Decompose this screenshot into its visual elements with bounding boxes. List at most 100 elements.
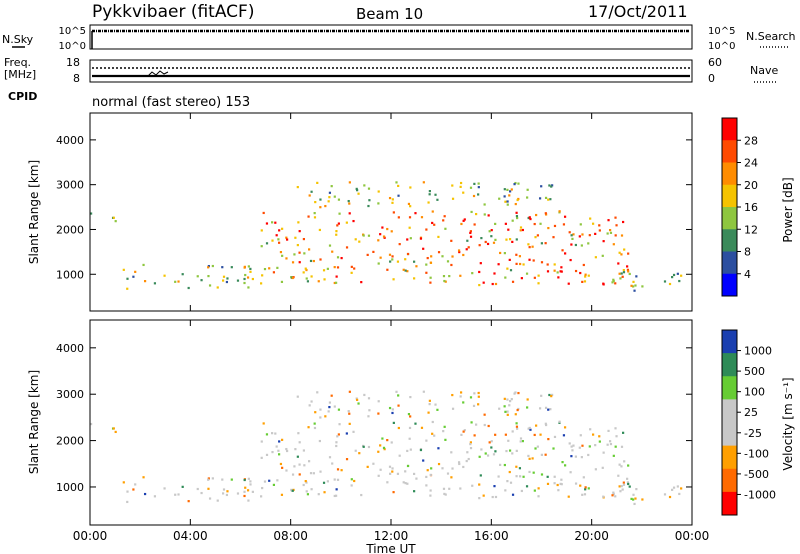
colorbar-swatch [722, 399, 737, 423]
power-echo-cell [268, 267, 271, 270]
velocity-echo-cell [211, 477, 214, 480]
power-echo-cell [546, 263, 549, 266]
velocity-echo-cell [443, 492, 446, 496]
power-echo-cell [271, 239, 274, 242]
velocity-echo-cell [337, 433, 340, 436]
power-echo-cell [582, 263, 585, 267]
velocity-echo-cell [469, 396, 473, 399]
power-echo-cell [588, 234, 591, 237]
power-echo-cell [620, 272, 623, 275]
power-echo-cell [333, 195, 336, 198]
velocity-echo-cell [506, 398, 509, 401]
power-echo-cell [377, 202, 380, 205]
power-echo-cell [528, 258, 531, 261]
power-echo-cell [622, 268, 625, 272]
velocity-echo-cell [532, 471, 535, 474]
velocity-echo-cell [557, 489, 560, 492]
velocity-echo-cell [671, 488, 674, 491]
freq-tick-bottom: 8 [73, 72, 80, 85]
power-echo-cell [507, 228, 510, 231]
power-echo-cell [316, 181, 319, 184]
power-echo-cell [305, 268, 308, 272]
power-echo-cell [515, 211, 518, 214]
velocity-echo-cell [619, 490, 622, 493]
power-echo-cell [196, 275, 199, 278]
velocity-echo-cell [338, 423, 341, 426]
power-echo-cell [327, 200, 330, 203]
power-echo-cell [459, 181, 463, 185]
power-echo-cell [479, 262, 482, 265]
velocity-echo-cell [614, 445, 617, 448]
velocity-echo-cell [522, 475, 525, 478]
power-echo-cell [404, 269, 407, 272]
velocity-echo-cell [302, 449, 305, 452]
velocity-echo-cell [420, 426, 424, 429]
velocity-echo-cell [469, 442, 472, 446]
velocity-echo-cell [506, 413, 509, 416]
colorbar-swatch [722, 330, 737, 354]
radar-title: Pykkvibaer (fitACF) [92, 2, 254, 22]
velocity-echo-cell [397, 394, 400, 397]
velocity-echo-cell [473, 434, 476, 437]
colorbar-swatch [722, 376, 737, 400]
power-echo-cell [510, 188, 513, 191]
power-echo-cell [620, 234, 624, 237]
power-echo-cell [451, 197, 455, 200]
velocity-echo-cell [389, 472, 392, 475]
power-echo-cell [506, 200, 509, 203]
velocity-echo-cell [285, 447, 288, 451]
velocity-echo-cell [355, 397, 358, 400]
velocity-echo-cell [635, 488, 638, 491]
power-echo-cell [386, 268, 389, 271]
power-echo-cell [319, 258, 322, 261]
power-echo-cell [383, 236, 386, 239]
velocity-echo-cell [348, 422, 351, 425]
power-echo-cell [422, 181, 425, 184]
velocity-echo-cell [451, 467, 454, 470]
power-echo-cell [350, 271, 353, 274]
velocity-echo-cell [509, 481, 513, 484]
velocity-echo-cell [163, 487, 166, 490]
velocity-echo-cell [466, 451, 469, 454]
colorbar-swatch [722, 140, 737, 163]
power-echo-cell [388, 196, 392, 200]
power-echo-cell [372, 250, 375, 253]
velocity-echo-cell [560, 483, 563, 486]
velocity-echo-cell [508, 470, 511, 474]
power-echo-cell [265, 242, 269, 245]
velocity-echo-cell [126, 500, 129, 504]
velocity-echo-cell [520, 489, 523, 493]
velocity-echo-cell [340, 469, 343, 472]
velocity-echo-cell [630, 497, 633, 500]
power-echo-cell [427, 201, 430, 204]
velocity-echo-cell [508, 449, 512, 452]
velocity-echo-cell [419, 448, 423, 452]
velocity-echo-cell [601, 466, 604, 469]
power-echo-cell [614, 216, 617, 219]
power-echo-cell [348, 212, 351, 215]
power-echo-cell [591, 222, 595, 225]
velocity-echo-cell [676, 485, 679, 488]
power-echo-cell [353, 267, 356, 270]
power-echo-cell [450, 263, 453, 267]
freq-label-line2: [MHz] [4, 68, 36, 81]
power-echo-cell [413, 277, 416, 280]
power-echo-cell [491, 282, 494, 286]
velocity-echo-cell [547, 438, 550, 441]
power-echo-cell [291, 261, 295, 264]
velocity-echo-cell [488, 441, 491, 444]
power-echo-cell [355, 187, 358, 190]
velocity-echo-cell [493, 485, 496, 488]
velocity-echo-cell [330, 394, 333, 397]
power-echo-cell [558, 210, 561, 213]
power-echo-cell [620, 253, 623, 256]
velocity-echo-cell [622, 431, 625, 434]
power-echo-cell [544, 242, 547, 245]
velocity-echo-cell [568, 442, 571, 445]
colorbar-swatch [722, 422, 737, 447]
power-echo-cell [486, 242, 490, 246]
power-echo-cell [420, 216, 424, 219]
power-echo-cell [422, 247, 425, 250]
power-echo-cell [514, 202, 517, 206]
